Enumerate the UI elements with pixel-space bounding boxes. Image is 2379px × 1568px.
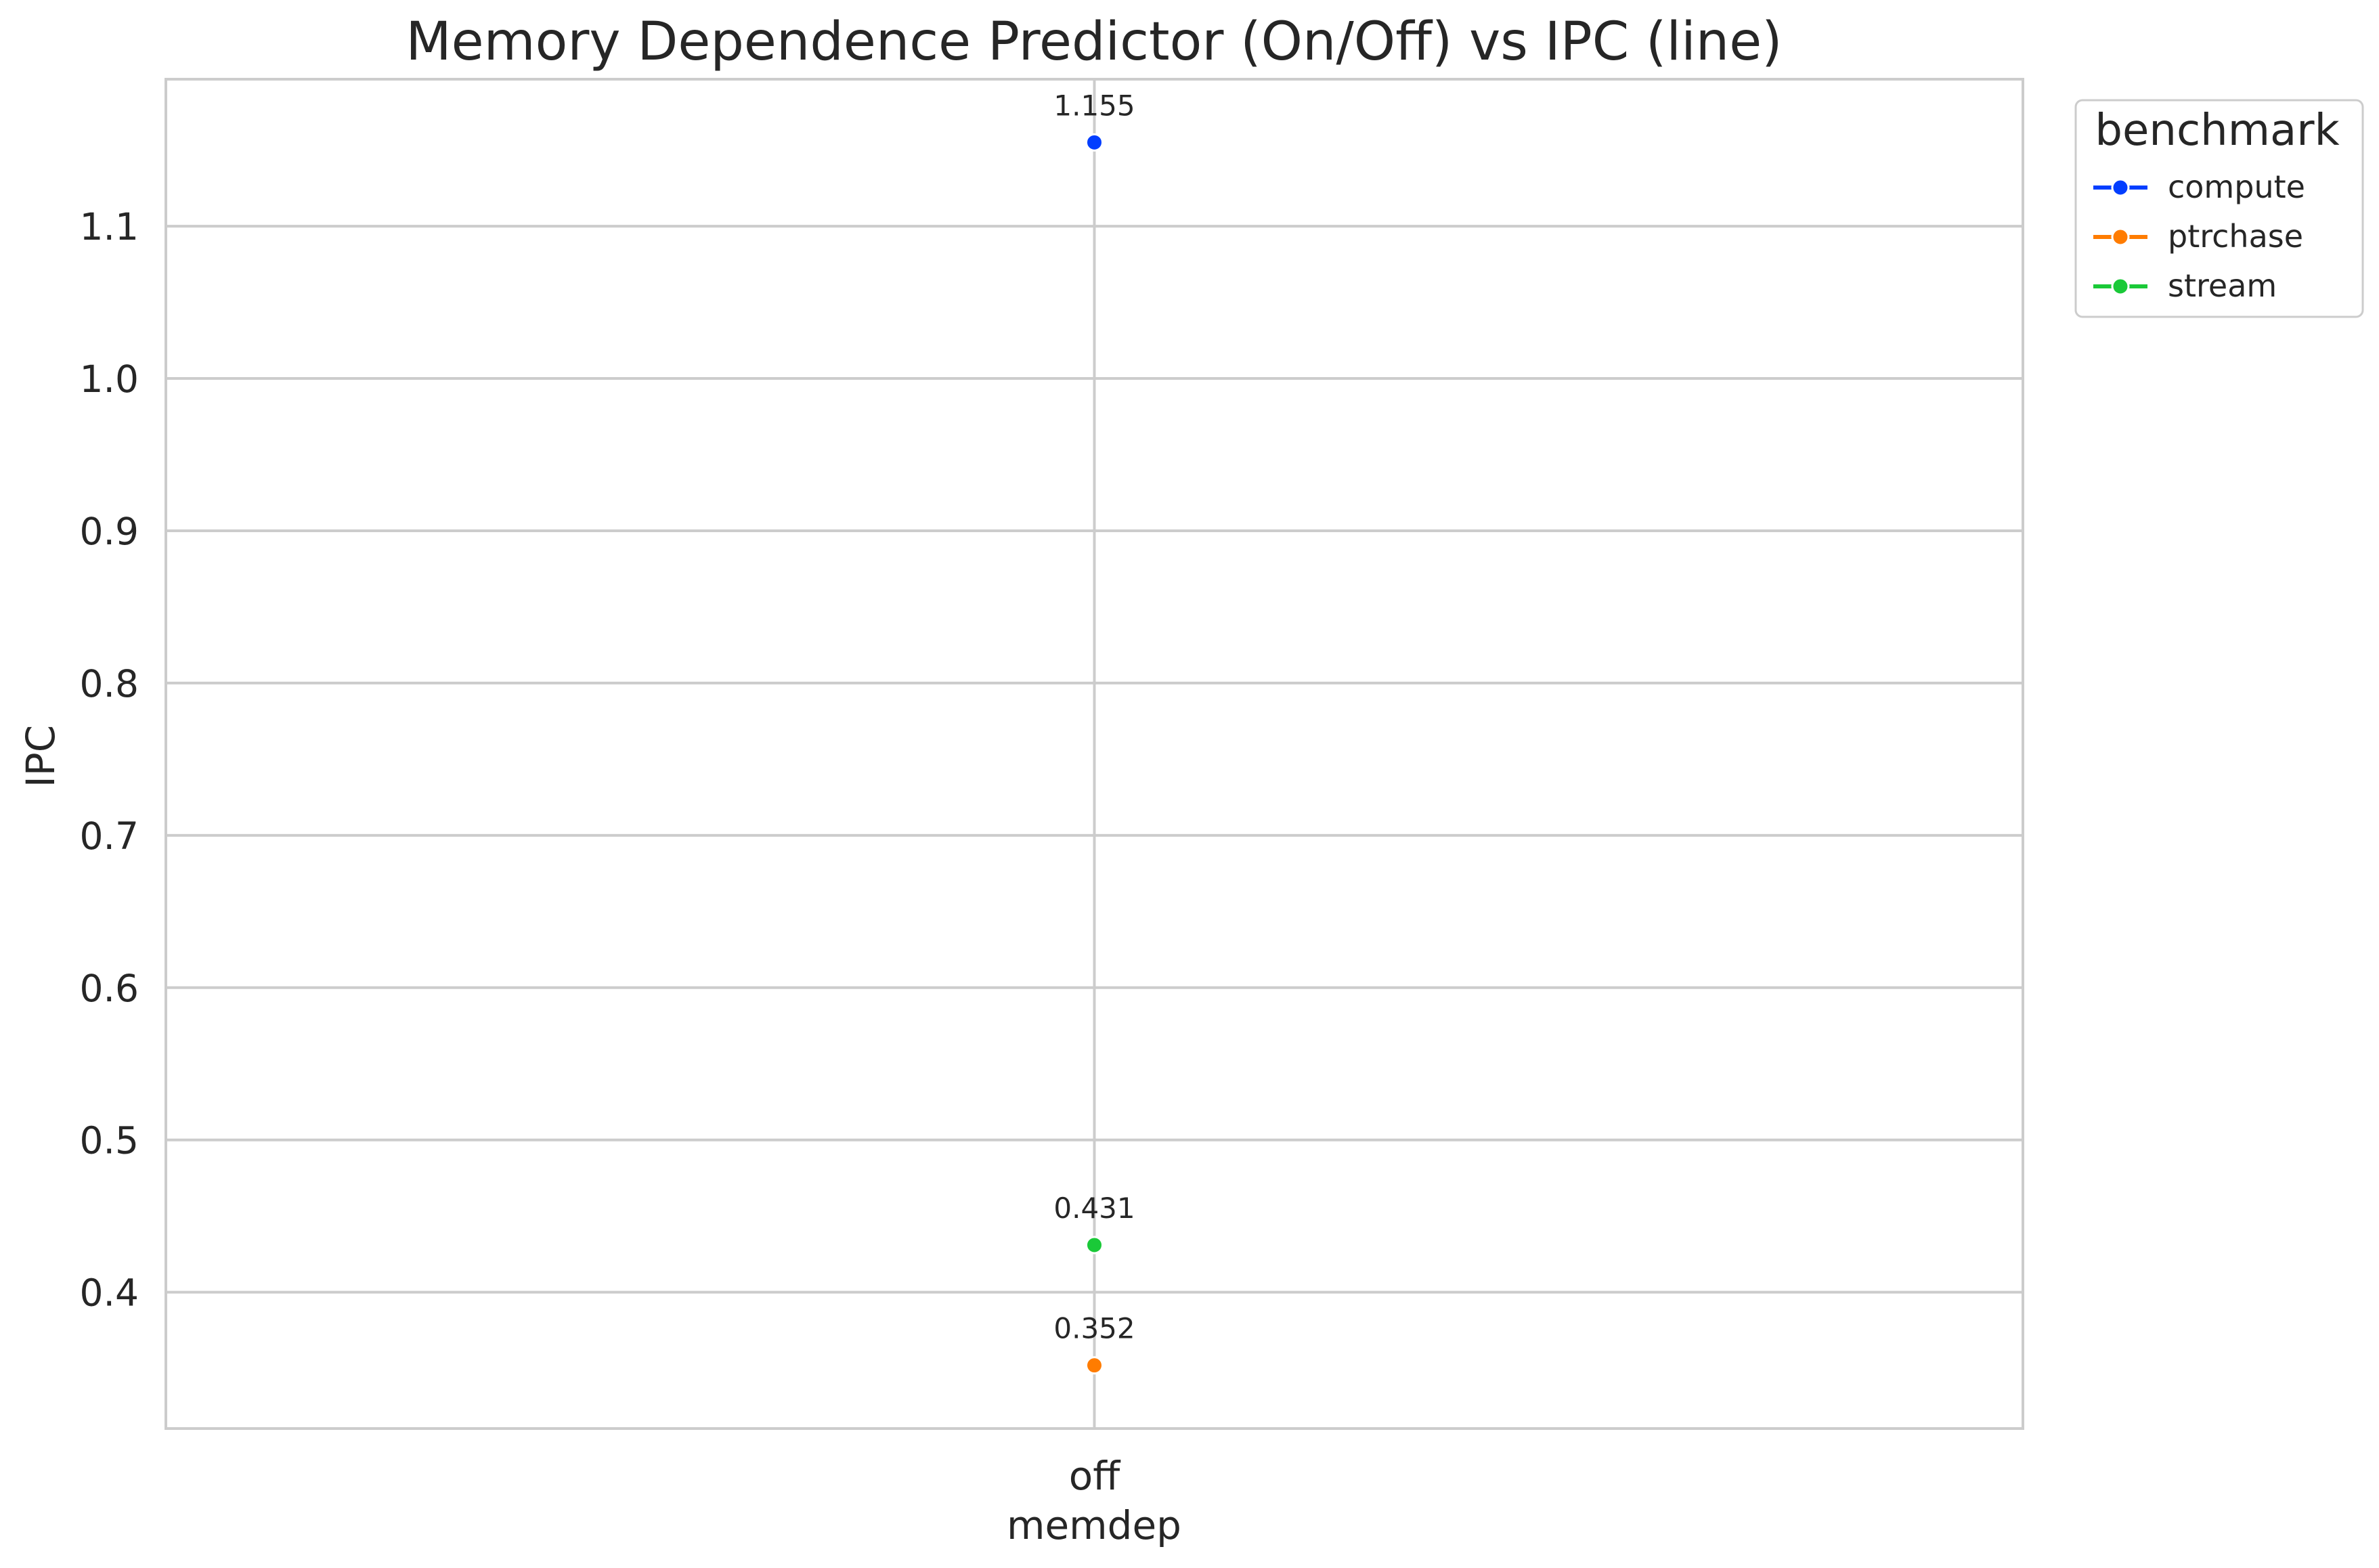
plot-frame <box>165 78 2024 1430</box>
legend-marker-stream <box>2111 277 2130 296</box>
legend-marker-compute <box>2111 178 2130 197</box>
y-tick-label: 0.5 <box>80 1119 139 1162</box>
data-point-compute <box>1085 133 1104 152</box>
data-label-stream: 0.431 <box>1053 1192 1135 1225</box>
legend-label-ptrchase: ptrchase <box>2168 218 2303 255</box>
x-tick-label: off <box>1069 1453 1121 1499</box>
y-tick-label: 1.0 <box>80 357 139 401</box>
y-tick-label: 1.1 <box>80 205 139 248</box>
data-label-ptrchase: 0.352 <box>1053 1312 1135 1345</box>
series <box>1085 133 1104 1375</box>
data-point-stream <box>1085 1236 1104 1255</box>
y-tick-label: 0.7 <box>80 814 139 858</box>
y-tick-label: 0.9 <box>80 510 139 553</box>
data-point-ptrchase <box>1085 1356 1104 1375</box>
legend-marker-ptrchase <box>2111 227 2130 246</box>
legend-items: compute ptrchase stream <box>2093 169 2305 304</box>
y-axis-label: IPC <box>18 725 64 788</box>
data-labels: 1.155 0.352 0.431 <box>1053 89 1135 1345</box>
grid <box>166 79 2023 1429</box>
legend: benchmark compute ptrchase stream <box>2074 99 2364 318</box>
axis-ticks: 0.4 0.5 0.6 0.7 0.8 0.9 1.0 1.1 off <box>80 205 1122 1499</box>
legend-label-stream: stream <box>2168 267 2277 304</box>
legend-frame <box>2074 99 2364 318</box>
data-label-compute: 1.155 <box>1053 89 1135 122</box>
legend-label-compute: compute <box>2168 169 2305 205</box>
y-tick-label: 0.6 <box>80 967 139 1010</box>
legend-title: benchmark <box>2095 106 2339 156</box>
x-axis-label: memdep <box>1007 1502 1181 1548</box>
y-tick-label: 0.8 <box>80 662 139 705</box>
chart-title: Memory Dependence Predictor (On/Off) vs … <box>406 12 1782 72</box>
y-tick-label: 0.4 <box>80 1271 139 1315</box>
